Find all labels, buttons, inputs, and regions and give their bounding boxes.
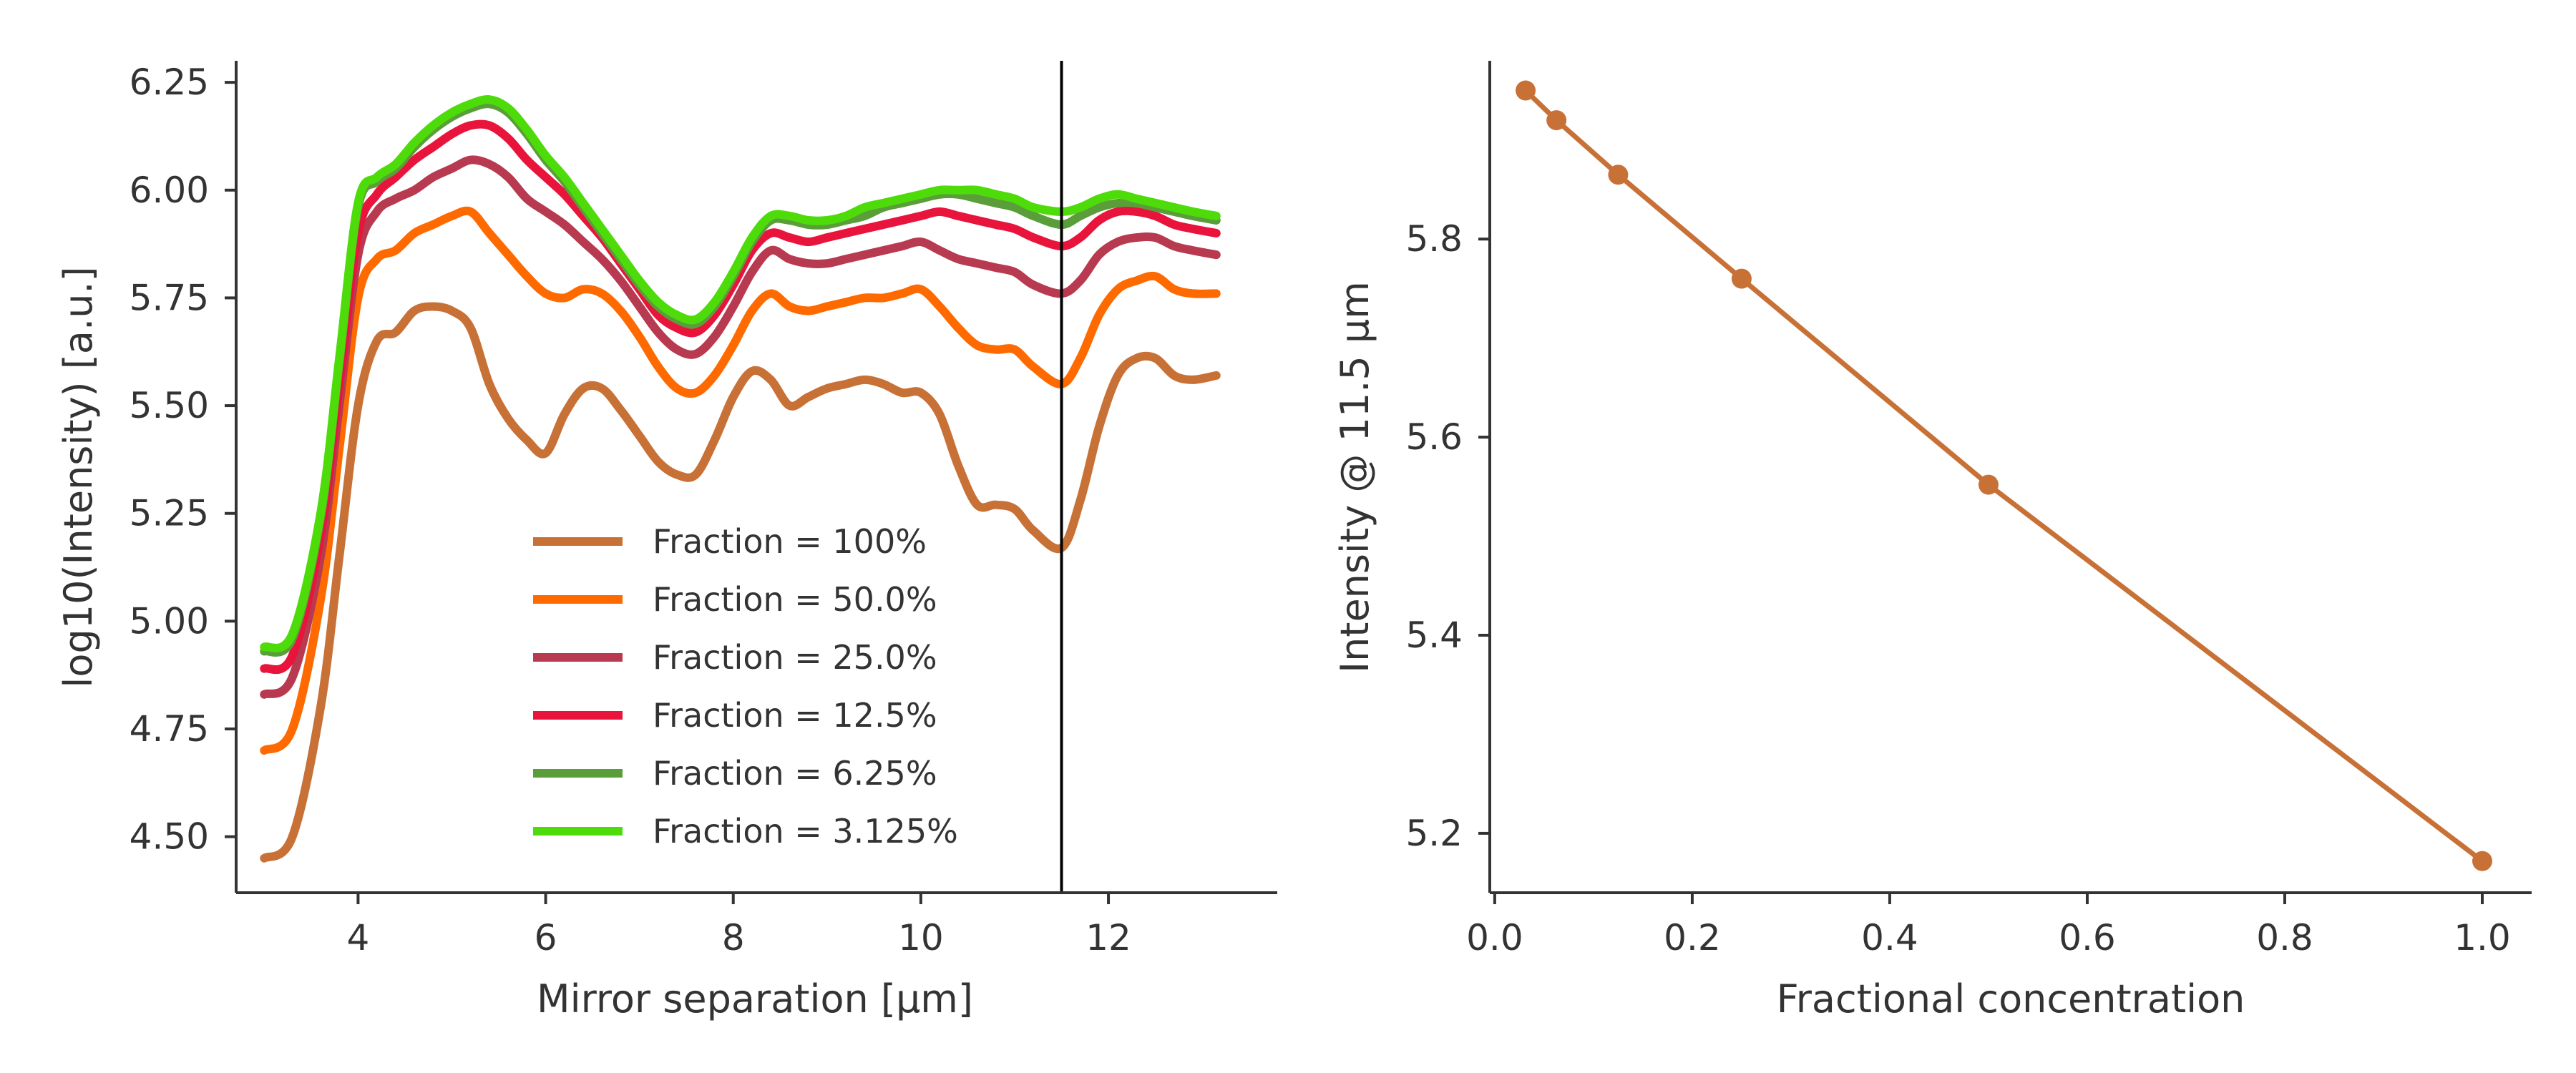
legend-label: Fraction = 25.0% — [653, 638, 937, 677]
spectra-chart: 4 6 8 10 12 4.50 4.75 5.00 5.25 5.50 5.75 6.00 6.25… — [56, 61, 1277, 1021]
x-tick-label: 4 — [346, 917, 369, 959]
x-tick-label: 6 — [535, 917, 557, 959]
y-tick-label: 5.00 — [130, 600, 209, 642]
y-tick-label: 5.2 — [1405, 813, 1463, 854]
left-y-ticks: 4.50 4.75 5.00 5.25 5.50 5.75 6.00 6.25 — [130, 62, 236, 858]
y-tick-label: 6.25 — [130, 62, 209, 103]
y-tick-label: 6.00 — [130, 170, 209, 211]
series-line-2 — [260, 206, 1221, 755]
x-tick-label: 0.8 — [2256, 917, 2313, 959]
x-tick-label: 0.2 — [1664, 917, 1721, 959]
series-line-6 — [260, 95, 1221, 652]
data-point — [1516, 80, 1536, 101]
y-tick-label: 5.75 — [130, 277, 209, 318]
data-point — [1608, 165, 1629, 185]
series-line-1 — [260, 302, 1221, 863]
spectra-series-group — [260, 95, 1221, 863]
right-y-ticks: 5.2 5.4 5.6 5.8 — [1405, 218, 1490, 854]
right-x-axis-label: Fractional concentration — [1777, 976, 2245, 1021]
x-tick-label: 0.0 — [1466, 917, 1523, 959]
x-tick-label: 12 — [1085, 917, 1131, 959]
y-tick-label: 5.6 — [1405, 416, 1463, 458]
legend-label: Fraction = 3.125% — [653, 812, 958, 851]
data-point — [1731, 268, 1752, 289]
left-x-ticks: 4 6 8 10 12 — [346, 893, 1131, 959]
legend: Fraction = 100% Fraction = 50.0% Fraction … — [533, 522, 958, 851]
x-tick-label: 1.0 — [2454, 917, 2511, 959]
legend-label: Fraction = 12.5% — [653, 696, 937, 735]
concentration-line — [1523, 88, 2484, 863]
concentration-series-group — [1516, 80, 2492, 871]
series-line-3 — [260, 155, 1221, 699]
x-tick-label: 0.6 — [2059, 917, 2116, 959]
series-line-4 — [260, 119, 1221, 675]
data-point — [1978, 474, 1999, 495]
y-tick-label: 5.50 — [130, 385, 209, 426]
y-tick-label: 5.4 — [1405, 614, 1463, 656]
left-x-axis-label: Mirror separation [μm] — [537, 976, 973, 1021]
y-tick-label: 5.8 — [1405, 218, 1463, 260]
legend-label: Fraction = 50.0% — [653, 580, 937, 619]
y-tick-label: 4.50 — [130, 816, 209, 858]
right-y-axis-label: Intensity @ 11.5 μm — [1332, 281, 1377, 673]
y-tick-label: 5.25 — [130, 493, 209, 534]
left-y-axis-label: log10(Intensity) [a.u.] — [56, 266, 101, 687]
data-point — [1546, 110, 1567, 131]
x-tick-label: 8 — [722, 917, 745, 959]
legend-label: Fraction = 6.25% — [653, 754, 937, 793]
y-tick-label: 4.75 — [130, 708, 209, 750]
data-point — [2472, 851, 2492, 871]
x-tick-label: 0.4 — [1861, 917, 1918, 959]
x-tick-label: 10 — [898, 917, 944, 959]
legend-label: Fraction = 100% — [653, 522, 927, 561]
right-x-ticks: 0.0 0.2 0.4 0.6 0.8 1.0 — [1466, 893, 2511, 959]
concentration-chart: 0.0 0.2 0.4 0.6 0.8 1.0 5.2 5.4 5.6 5.8 Fraction… — [1332, 61, 2532, 1021]
